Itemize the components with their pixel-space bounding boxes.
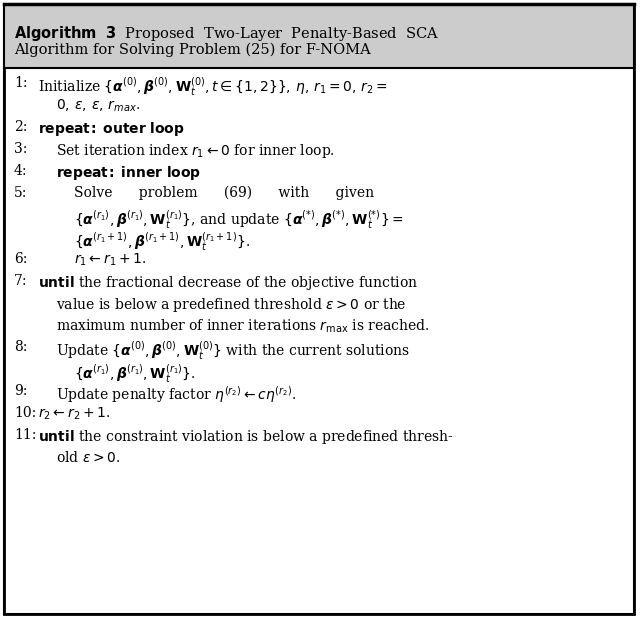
Text: maximum number of inner iterations $r_{\mathrm{max}}$ is reached.: maximum number of inner iterations $r_{\… <box>56 318 429 336</box>
Text: 9:: 9: <box>14 384 28 398</box>
Text: $\mathbf{Algorithm\ \ 3}$  Proposed  Two-Layer  Penalty-Based  SCA: $\mathbf{Algorithm\ \ 3}$ Proposed Two-L… <box>14 24 440 43</box>
Text: $\mathbf{repeat\!:\ inner\ loop}$: $\mathbf{repeat\!:\ inner\ loop}$ <box>56 164 201 182</box>
Text: 3:: 3: <box>14 142 28 156</box>
Text: Solve      problem      (69)      with      given: Solve problem (69) with given <box>74 186 374 200</box>
Text: 11:: 11: <box>14 428 36 442</box>
Text: 4:: 4: <box>14 164 28 178</box>
Text: 8:: 8: <box>14 340 28 354</box>
Text: $0,\,\epsilon,\,\varepsilon,\,r_{max}.$: $0,\,\epsilon,\,\varepsilon,\,r_{max}.$ <box>56 98 140 114</box>
Text: $\mathbf{until}$ the fractional decrease of the objective function: $\mathbf{until}$ the fractional decrease… <box>38 274 418 292</box>
Text: 5:: 5: <box>14 186 28 200</box>
Text: Initialize $\{\boldsymbol{\alpha}^{(0)},\boldsymbol{\beta}^{(0)},\mathbf{W}_t^{(: Initialize $\{\boldsymbol{\alpha}^{(0)},… <box>38 76 388 98</box>
Text: $\mathbf{repeat\!:\ outer\ loop}$: $\mathbf{repeat\!:\ outer\ loop}$ <box>38 120 185 138</box>
Text: $\{\boldsymbol{\alpha}^{(r_1)},\boldsymbol{\beta}^{(r_1)},\mathbf{W}_t^{(r_1)}\}: $\{\boldsymbol{\alpha}^{(r_1)},\boldsymb… <box>74 362 196 385</box>
Text: Algorithm for Solving Problem (25) for F-NOMA: Algorithm for Solving Problem (25) for F… <box>14 43 371 57</box>
Text: $\mathbf{until}$ the constraint violation is below a predefined thresh-: $\mathbf{until}$ the constraint violatio… <box>38 428 454 446</box>
Text: $\{\boldsymbol{\alpha}^{(r_1+1)},\boldsymbol{\beta}^{(r_1+1)},\mathbf{W}_t^{(r_1: $\{\boldsymbol{\alpha}^{(r_1+1)},\boldsy… <box>74 230 250 253</box>
Text: 2:: 2: <box>14 120 28 134</box>
Text: 6:: 6: <box>14 252 28 266</box>
Text: $r_2\leftarrow r_2+1$.: $r_2\leftarrow r_2+1$. <box>38 406 111 422</box>
Text: old $\epsilon>0$.: old $\epsilon>0$. <box>56 450 120 465</box>
Text: Set iteration index $r_1\leftarrow 0$ for inner loop.: Set iteration index $r_1\leftarrow 0$ fo… <box>56 142 335 160</box>
Text: Update penalty factor $\eta^{(r_2)}\leftarrow c\eta^{(r_2)}$.: Update penalty factor $\eta^{(r_2)}\left… <box>56 384 296 405</box>
Text: $r_1\leftarrow r_1+1$.: $r_1\leftarrow r_1+1$. <box>74 252 147 268</box>
Text: 1:: 1: <box>14 76 28 90</box>
Bar <box>4 4 634 68</box>
Text: 10:: 10: <box>14 406 36 420</box>
Text: value is below a predefined threshold $\varepsilon>0$ or the: value is below a predefined threshold $\… <box>56 296 406 314</box>
Text: $\{\boldsymbol{\alpha}^{(r_1)},\boldsymbol{\beta}^{(r_1)},\mathbf{W}_t^{(r_1)}\}: $\{\boldsymbol{\alpha}^{(r_1)},\boldsymb… <box>74 208 404 231</box>
Text: Update $\{\boldsymbol{\alpha}^{(0)},\boldsymbol{\beta}^{(0)},\mathbf{W}_t^{(0)}\: Update $\{\boldsymbol{\alpha}^{(0)},\bol… <box>56 340 410 362</box>
Text: 7:: 7: <box>14 274 28 288</box>
